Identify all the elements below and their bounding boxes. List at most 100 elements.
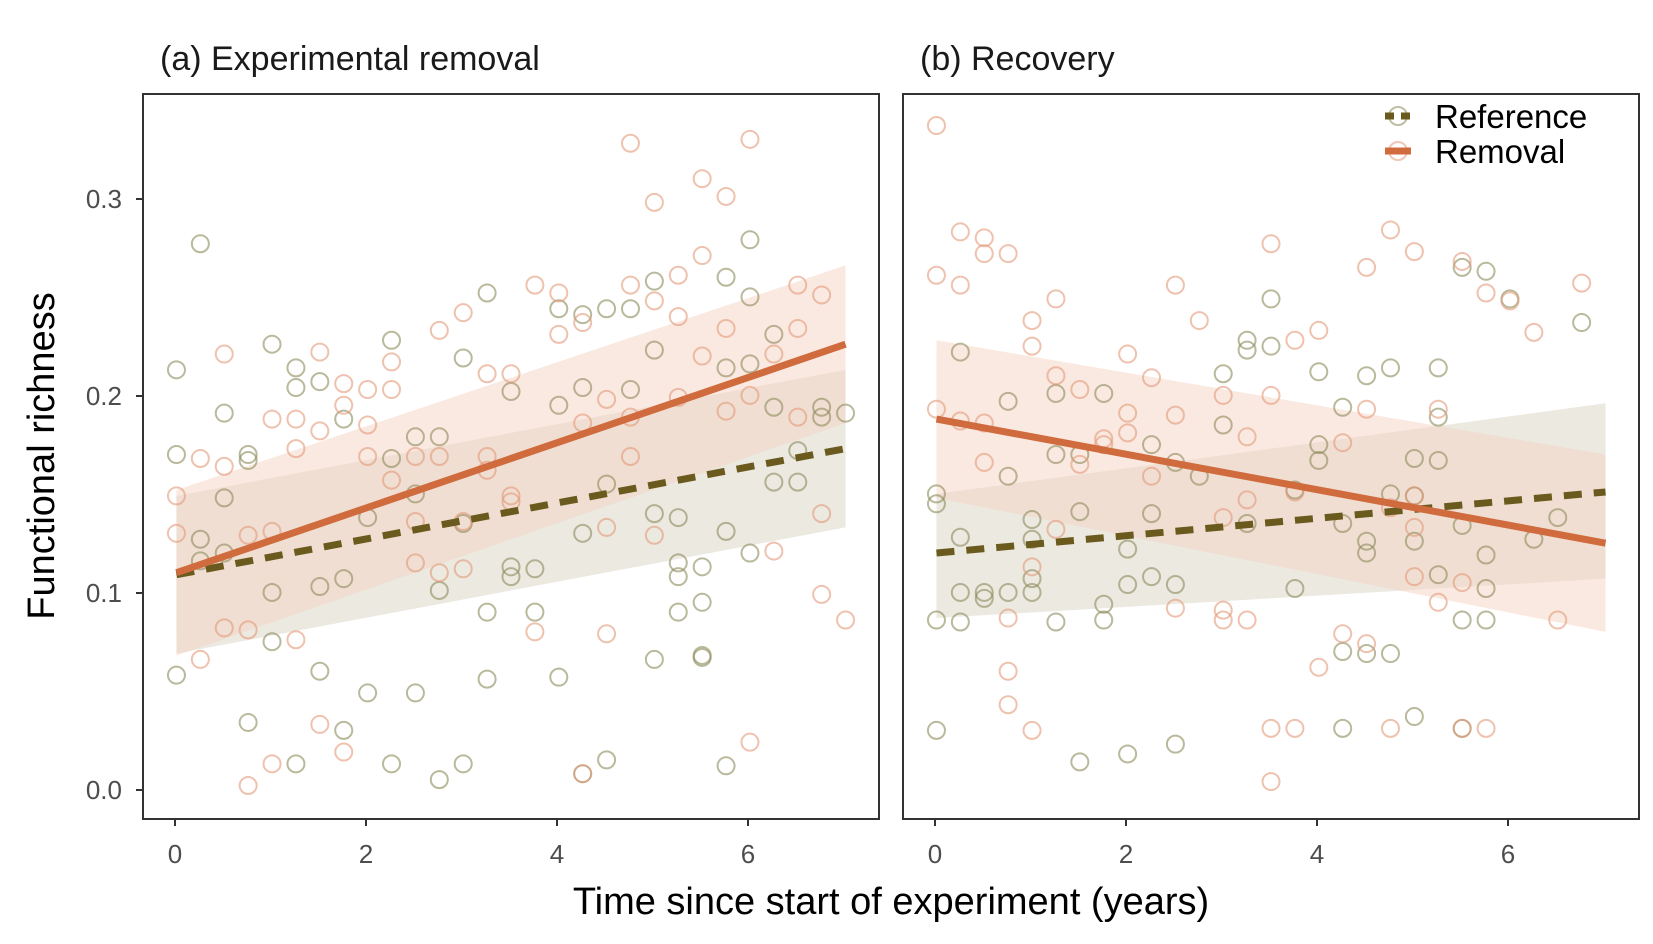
removal-data-point (1380, 718, 1400, 738)
reference-data-point (950, 527, 970, 547)
reference-data-point (453, 754, 473, 774)
removal-data-point (716, 318, 736, 338)
removal-data-point (1428, 399, 1448, 419)
removal-data-point (1189, 311, 1209, 331)
removal-data-point (382, 380, 402, 400)
reference-data-point (998, 582, 1018, 602)
reference-data-point (1070, 752, 1090, 772)
removal-data-point (788, 275, 808, 295)
removal-data-point (1022, 720, 1042, 740)
removal-data-point (1213, 508, 1233, 528)
reference-data-point (1094, 610, 1114, 630)
reference-data-point (926, 720, 946, 740)
reference-data-point (950, 612, 970, 632)
removal-data-point (668, 307, 688, 327)
removal-data-point (334, 395, 354, 415)
reference-data-point (429, 770, 449, 790)
removal-data-point (310, 714, 330, 734)
removal-data-point (764, 541, 784, 561)
removal-data-point (1357, 399, 1377, 419)
removal-data-point (1261, 234, 1281, 254)
removal-data-point (1261, 718, 1281, 738)
reference-data-point (286, 378, 306, 398)
panel-a-x-axis: 0 2 4 6 (168, 819, 755, 869)
removal-data-point (926, 399, 946, 419)
reference-data-point (1476, 261, 1496, 281)
reference-data-point (1572, 313, 1592, 333)
reference-data-point (238, 450, 258, 470)
reference-data-point (812, 407, 832, 427)
reference-data-point (573, 305, 593, 325)
removal-data-point (1404, 242, 1424, 262)
removal-data-point (644, 291, 664, 311)
removal-data-point (453, 303, 473, 323)
removal-fit-line (935, 415, 1607, 547)
removal-data-point (405, 553, 425, 573)
reference-data-point (1213, 415, 1233, 435)
panel-b-plot-area (926, 116, 1607, 792)
removal-data-point (382, 352, 402, 372)
reference-data-point (1452, 257, 1472, 277)
reference-data-point (644, 649, 664, 669)
panel-b-border (902, 93, 1640, 820)
reference-data-point (214, 488, 234, 508)
panel-a-border (142, 93, 880, 820)
panel-b: (b) Recovery 0 2 4 6 Reference Removal (902, 40, 1640, 869)
y-tick-label: 0.1 (86, 578, 122, 608)
reference-data-point (1261, 289, 1281, 309)
reference-data-point (1142, 567, 1162, 587)
reference-data-point (190, 234, 210, 254)
removal-data-point (1452, 718, 1472, 738)
panel-a-plot-area (166, 129, 856, 796)
reference-data-point (1046, 612, 1066, 632)
reference-data-point (597, 750, 617, 770)
reference-fit-line (936, 488, 1606, 557)
reference-data-point (998, 391, 1018, 411)
reference-data-point (1428, 565, 1448, 585)
y-tick-label: 0.3 (86, 184, 122, 214)
reference-data-point (1333, 397, 1353, 417)
reference-data-point (644, 340, 664, 360)
removal-data-point (998, 244, 1018, 264)
removal-data-point (1572, 273, 1592, 293)
reference-data-point (1237, 330, 1257, 350)
reference-data-point (358, 683, 378, 703)
removal-data-point (549, 283, 569, 303)
removal-data-point (716, 401, 736, 421)
removal-data-point (716, 186, 736, 206)
reference-data-point (1022, 569, 1042, 589)
reference-data-point (1118, 539, 1138, 559)
removal-data-point (1022, 336, 1042, 356)
reference-data-point (310, 661, 330, 681)
removal-data-point (668, 265, 688, 285)
removal-data-point (238, 776, 258, 796)
removal-data-point (644, 525, 664, 545)
legend: Reference Removal (1385, 98, 1587, 170)
removal-data-point (1524, 322, 1544, 342)
removal-data-point (974, 228, 994, 248)
reference-data-point (644, 271, 664, 291)
removal-data-point (1118, 344, 1138, 364)
removal-data-point (1237, 610, 1257, 630)
reference-data-point (974, 588, 994, 608)
reference-data-point (262, 582, 282, 602)
removal-data-point (1285, 330, 1305, 350)
removal-data-point (525, 622, 545, 642)
removal-data-point (1333, 433, 1353, 453)
reference-data-point (1213, 364, 1233, 384)
removal-data-point (597, 624, 617, 644)
removal-data-point (597, 389, 617, 409)
reference-data-point (1380, 644, 1400, 664)
removal-data-point (310, 342, 330, 362)
reference-data-point (620, 299, 640, 319)
removal-data-point (1261, 772, 1281, 792)
removal-data-point (238, 620, 258, 640)
reference-data-point (926, 494, 946, 514)
reference-data-point (166, 360, 186, 380)
removal-data-point (214, 456, 234, 476)
reference-data-point (620, 380, 640, 400)
reference-data-point (525, 559, 545, 579)
reference-data-point (926, 610, 946, 630)
removal-data-point (1452, 573, 1472, 593)
removal-data-point (1548, 610, 1568, 630)
